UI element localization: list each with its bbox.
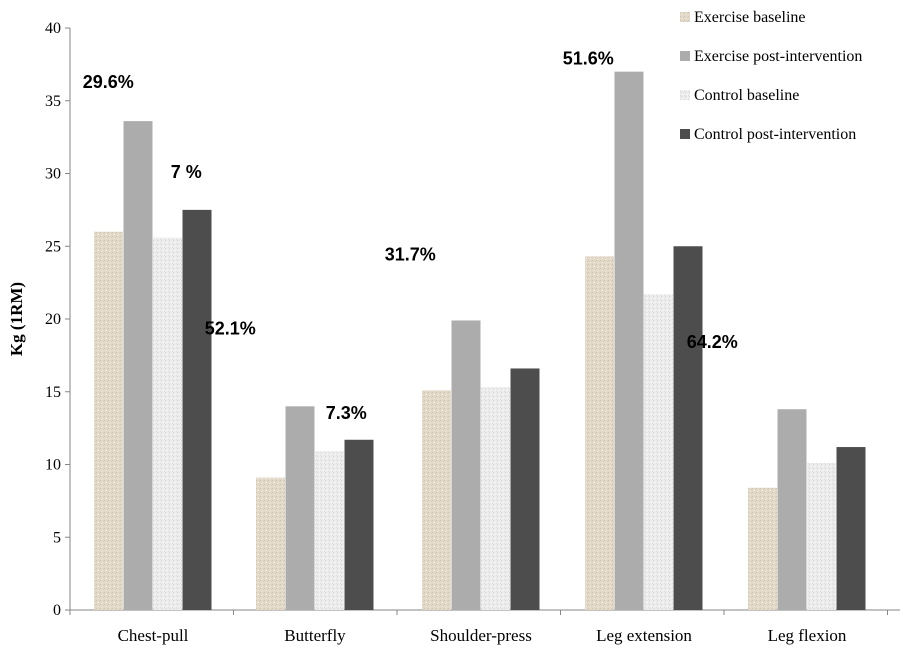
legend-swatch	[680, 129, 690, 139]
percent-change-annotation: 7 %	[171, 162, 202, 182]
legend: Exercise baseline Exercise post-intervent…	[680, 9, 862, 143]
percent-change-annotation: 64.2%	[687, 332, 738, 352]
legend-label: Control baseline	[694, 87, 799, 104]
bar-leg-flexion-series-1	[748, 487, 777, 610]
legend-label: Exercise post-intervention	[694, 48, 862, 65]
bar-chest-pull-series-3	[153, 237, 182, 610]
y-tick-label: 10	[45, 457, 61, 474]
bar-butterfly-series-1	[256, 477, 285, 610]
percent-change-annotation: 7.3%	[326, 403, 367, 423]
y-tick-label: 15	[45, 384, 61, 401]
bar-leg-extension-series-1	[585, 256, 614, 610]
legend-swatch	[680, 12, 690, 22]
axes: 0 5 10 15 20 25 30 35 40 Kg (1RM) Chest-pull Butter…	[7, 20, 900, 645]
bar-shoulder-press-series-2	[451, 320, 481, 610]
bars	[94, 71, 866, 611]
annotations: 29.6% 7 % 52.1% 7.3% 31.7% 51.6% 64.2%	[83, 49, 738, 423]
x-tick-label: Shoulder-press	[430, 626, 532, 645]
x-tick-label: Chest-pull	[118, 626, 189, 645]
bar-butterfly-series-4	[344, 439, 374, 610]
bar-leg-extension-series-4	[673, 246, 703, 610]
bar-chest-pull-series-4	[182, 209, 212, 610]
bar-shoulder-press-series-1	[422, 390, 451, 610]
x-tick-label: Leg extension	[596, 626, 692, 645]
bar-leg-extension-series-3	[644, 294, 673, 610]
x-tick-label: Butterfly	[284, 626, 346, 645]
bar-shoulder-press-series-3	[481, 387, 510, 610]
legend-swatch	[680, 90, 690, 100]
bar-leg-extension-series-2	[614, 71, 644, 610]
y-tick-label: 30	[45, 166, 61, 183]
y-tick-label: 35	[45, 93, 61, 110]
bar-leg-flexion-series-4	[836, 447, 866, 610]
percent-change-annotation: 31.7%	[385, 244, 436, 264]
y-axis-title: Kg (1RM)	[7, 282, 26, 356]
percent-change-annotation: 29.6%	[83, 72, 134, 92]
y-tick-label: 20	[45, 311, 61, 328]
bar-butterfly-series-3	[315, 451, 344, 610]
bar-chest-pull-series-2	[123, 121, 153, 611]
bar-shoulder-press-series-4	[510, 368, 540, 610]
legend-label: Exercise baseline	[694, 9, 806, 26]
y-tick-label: 5	[53, 529, 61, 546]
y-tick-label: 25	[45, 238, 61, 255]
percent-change-annotation: 52.1%	[205, 318, 256, 338]
bar-butterfly-series-2	[285, 406, 315, 610]
y-tick-label: 0	[53, 602, 61, 619]
bar-leg-flexion-series-2	[777, 409, 807, 610]
bar-chest-pull-series-1	[94, 231, 123, 610]
bar-leg-flexion-series-3	[807, 463, 836, 610]
x-tick-label: Leg flexion	[768, 626, 847, 645]
percent-change-annotation: 51.6%	[563, 49, 614, 69]
legend-label: Control post-intervention	[694, 126, 856, 143]
legend-swatch	[680, 51, 690, 61]
y-tick-label: 40	[45, 20, 61, 37]
